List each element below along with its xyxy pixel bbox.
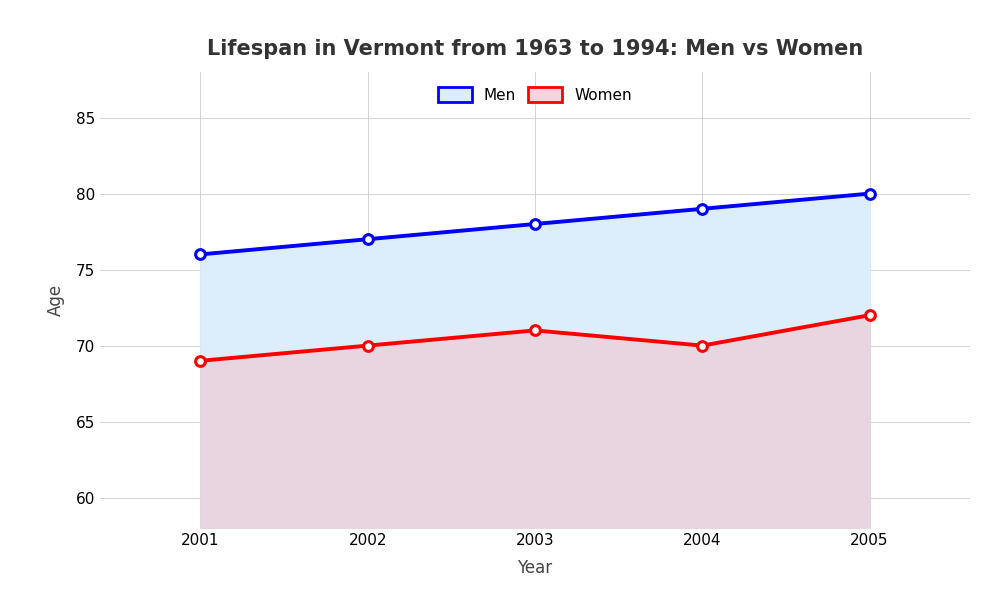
Title: Lifespan in Vermont from 1963 to 1994: Men vs Women: Lifespan in Vermont from 1963 to 1994: M… [207, 40, 863, 59]
X-axis label: Year: Year [517, 559, 553, 577]
Legend: Men, Women: Men, Women [430, 80, 640, 110]
Y-axis label: Age: Age [47, 284, 65, 316]
